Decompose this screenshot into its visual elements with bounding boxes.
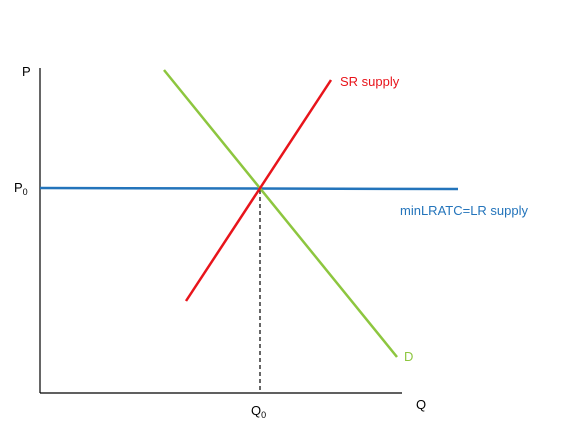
q0-label: Q0 bbox=[251, 403, 266, 420]
q0-main: Q bbox=[251, 403, 261, 418]
demand-label: D bbox=[404, 349, 413, 364]
x-axis-label: Q bbox=[416, 397, 426, 412]
p0-sub: 0 bbox=[23, 187, 28, 197]
y-axis-label: P bbox=[22, 64, 31, 79]
demand-line bbox=[163, 69, 398, 358]
p0-main: P bbox=[14, 180, 23, 195]
sr-supply-line bbox=[184, 79, 333, 302]
lr-supply-label: minLRATC=LR supply bbox=[400, 203, 529, 218]
lr-supply-line bbox=[39, 186, 459, 191]
q0-sub: 0 bbox=[261, 410, 266, 420]
sr-supply-label: SR supply bbox=[340, 74, 400, 89]
p0-label: P0 bbox=[14, 180, 28, 197]
